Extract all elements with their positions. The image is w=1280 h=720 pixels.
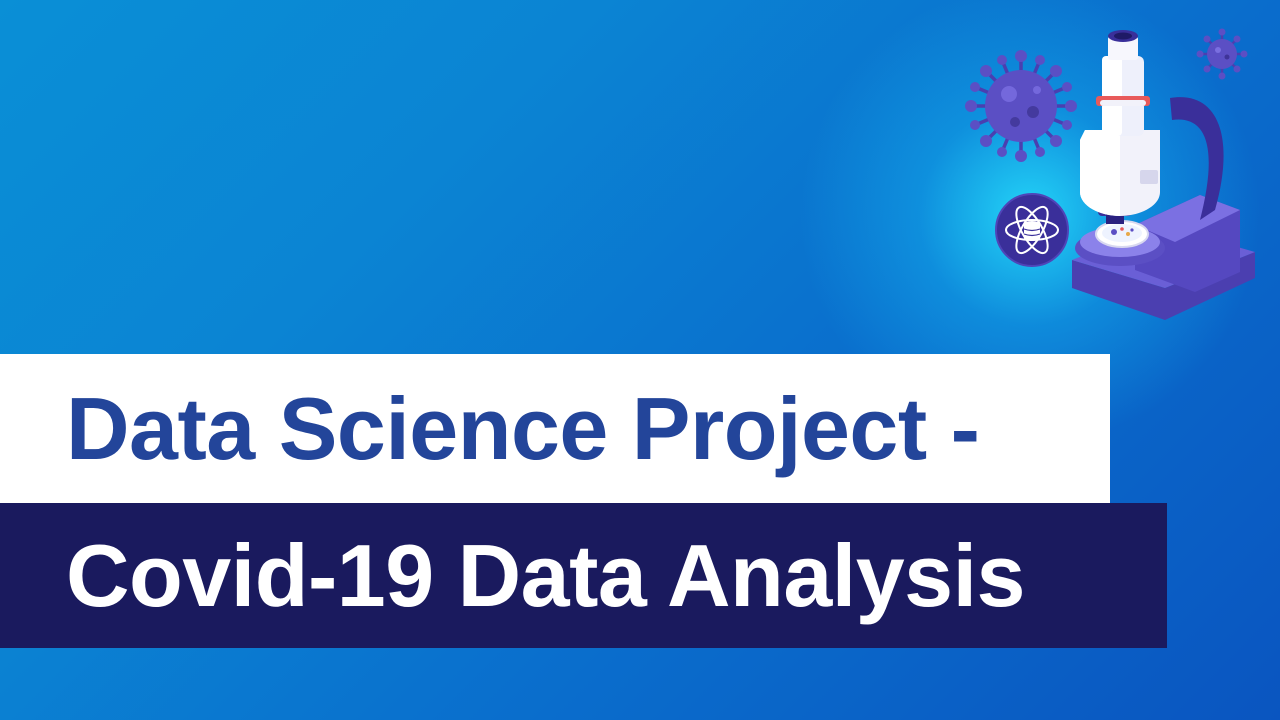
small-virus-icon (1196, 28, 1248, 80)
microscope-icon (1072, 30, 1255, 320)
microscope-illustration (965, 28, 1255, 320)
title-band-line-2: Covid-19 Data Analysis (0, 503, 1167, 648)
petri-dish-icon (1095, 220, 1149, 248)
title-line-2: Covid-19 Data Analysis (66, 525, 1025, 625)
title-line-1: Data Science Project - (66, 378, 980, 478)
atom-database-icon (995, 193, 1069, 267)
large-virus-icon (965, 50, 1077, 162)
title-band-line-1: Data Science Project - (0, 354, 1110, 503)
